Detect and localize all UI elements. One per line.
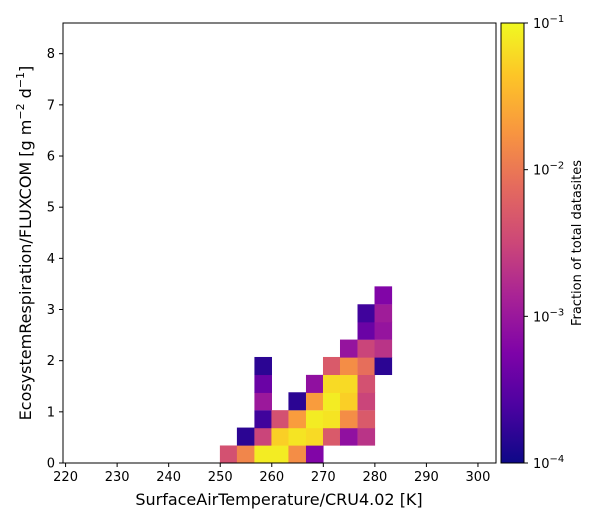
y-tick-label: 1 — [47, 405, 55, 420]
plot-background — [63, 23, 496, 463]
y-tick-label: 0 — [47, 457, 55, 472]
heatmap-cell — [322, 410, 341, 429]
heatmap-cell — [339, 392, 358, 411]
heatmap-cell — [357, 304, 376, 323]
heatmap-cell — [254, 374, 272, 393]
y-axis-ticks: 0 1 2 3 4 5 6 7 8 — [47, 47, 63, 472]
y-axis-label-main: EcosystemRespiration/FLUXCOM [g m — [16, 120, 35, 421]
heatmap-cell — [236, 445, 255, 464]
y-tick-label: 4 — [47, 252, 55, 267]
heatmap-cell — [254, 392, 272, 411]
heatmap-cell — [357, 356, 376, 376]
heatmap-cell — [339, 356, 358, 376]
heatmap-cell — [288, 427, 307, 446]
heatmap-cell — [305, 410, 324, 429]
x-axis-label: SurfaceAirTemperature/CRU4.02 [K] — [135, 490, 422, 509]
heatmap-cell — [357, 321, 376, 340]
y-axis-label-mid: d — [16, 88, 35, 103]
colorbar-gradient — [500, 22, 525, 464]
heatmap-cell — [322, 374, 341, 393]
heatmap-cell — [374, 304, 393, 323]
heatmap-cell — [271, 445, 289, 464]
heatmap-cell — [236, 427, 255, 446]
heatmap-cells — [219, 286, 393, 464]
x-axis-ticks: 220 230 240 250 260 270 280 290 300 — [53, 463, 490, 485]
heatmap-cell — [357, 427, 376, 446]
plot-frame — [62, 22, 497, 464]
heatmap-cell — [254, 410, 272, 429]
heatmap-cell — [254, 427, 272, 446]
x-tick-label: 260 — [259, 470, 284, 485]
y-tick-label: 3 — [47, 303, 55, 318]
heatmap-cell — [288, 392, 307, 411]
heatmap-cell — [322, 356, 341, 376]
heatmap-cell — [271, 410, 289, 429]
heatmap-cell — [305, 445, 324, 464]
y-axis-label-end: ] — [16, 66, 35, 72]
heatmap-cell — [357, 374, 376, 393]
heatmap-cell — [374, 339, 393, 358]
heatmap-cell — [357, 410, 376, 429]
y-tick-label: 7 — [47, 98, 55, 113]
x-tick-label: 220 — [53, 470, 78, 485]
heatmap-cell — [322, 427, 341, 446]
colorbar-tick-label: 10−2 — [533, 161, 564, 179]
colorbar: 10−4 10−3 10−2 10−1 Fraction of total datas… — [500, 14, 585, 472]
y-axis-label-sup2: −1 — [14, 72, 27, 88]
colorbar-ticks: 10−4 10−3 10−2 10−1 — [524, 14, 564, 472]
heatmap-cell — [288, 410, 307, 429]
y-tick-label: 5 — [47, 201, 55, 216]
heatmap-cell — [305, 392, 324, 411]
heatmap-cell — [271, 427, 289, 446]
y-tick-label: 2 — [47, 354, 55, 369]
heatmap-cell — [288, 445, 307, 464]
heatmap-cell — [305, 427, 324, 446]
heatmap-cell — [357, 392, 376, 411]
heatmap-cell — [374, 356, 393, 376]
heatmap-cell — [254, 356, 272, 376]
x-tick-label: 270 — [311, 470, 336, 485]
x-tick-label: 300 — [466, 470, 491, 485]
y-tick-label: 8 — [47, 47, 55, 62]
x-tick-label: 280 — [362, 470, 387, 485]
plot-area: 220 230 240 250 260 270 280 290 300 0 1 2 3 4 5 6 7 8 — [47, 22, 497, 485]
colorbar-tick-label: 10−1 — [533, 14, 564, 32]
heatmap-cell — [305, 374, 324, 393]
heatmap-cell — [322, 392, 341, 411]
heatmap-cell — [374, 286, 393, 305]
x-tick-label: 290 — [414, 470, 439, 485]
y-axis-label-sup1: −2 — [14, 103, 27, 119]
x-tick-label: 240 — [156, 470, 181, 485]
heatmap-cell — [219, 445, 238, 464]
heatmap-cell — [254, 445, 272, 464]
heatmap-cell — [339, 427, 358, 446]
x-tick-label: 250 — [208, 470, 233, 485]
heatmap-cell — [339, 339, 358, 358]
heatmap-cell — [357, 339, 376, 358]
colorbar-label: Fraction of total datasites — [570, 160, 585, 326]
colorbar-tick-label: 10−3 — [533, 307, 564, 325]
y-axis-label: EcosystemRespiration/FLUXCOM [g m−2 d−1] — [14, 66, 35, 421]
colorbar-tick-label: 10−4 — [533, 454, 564, 472]
heatmap-cell — [374, 321, 393, 340]
heatmap-cell — [339, 410, 358, 429]
heatmap-cell — [339, 374, 358, 393]
y-tick-label: 6 — [47, 150, 55, 165]
x-tick-label: 230 — [105, 470, 130, 485]
